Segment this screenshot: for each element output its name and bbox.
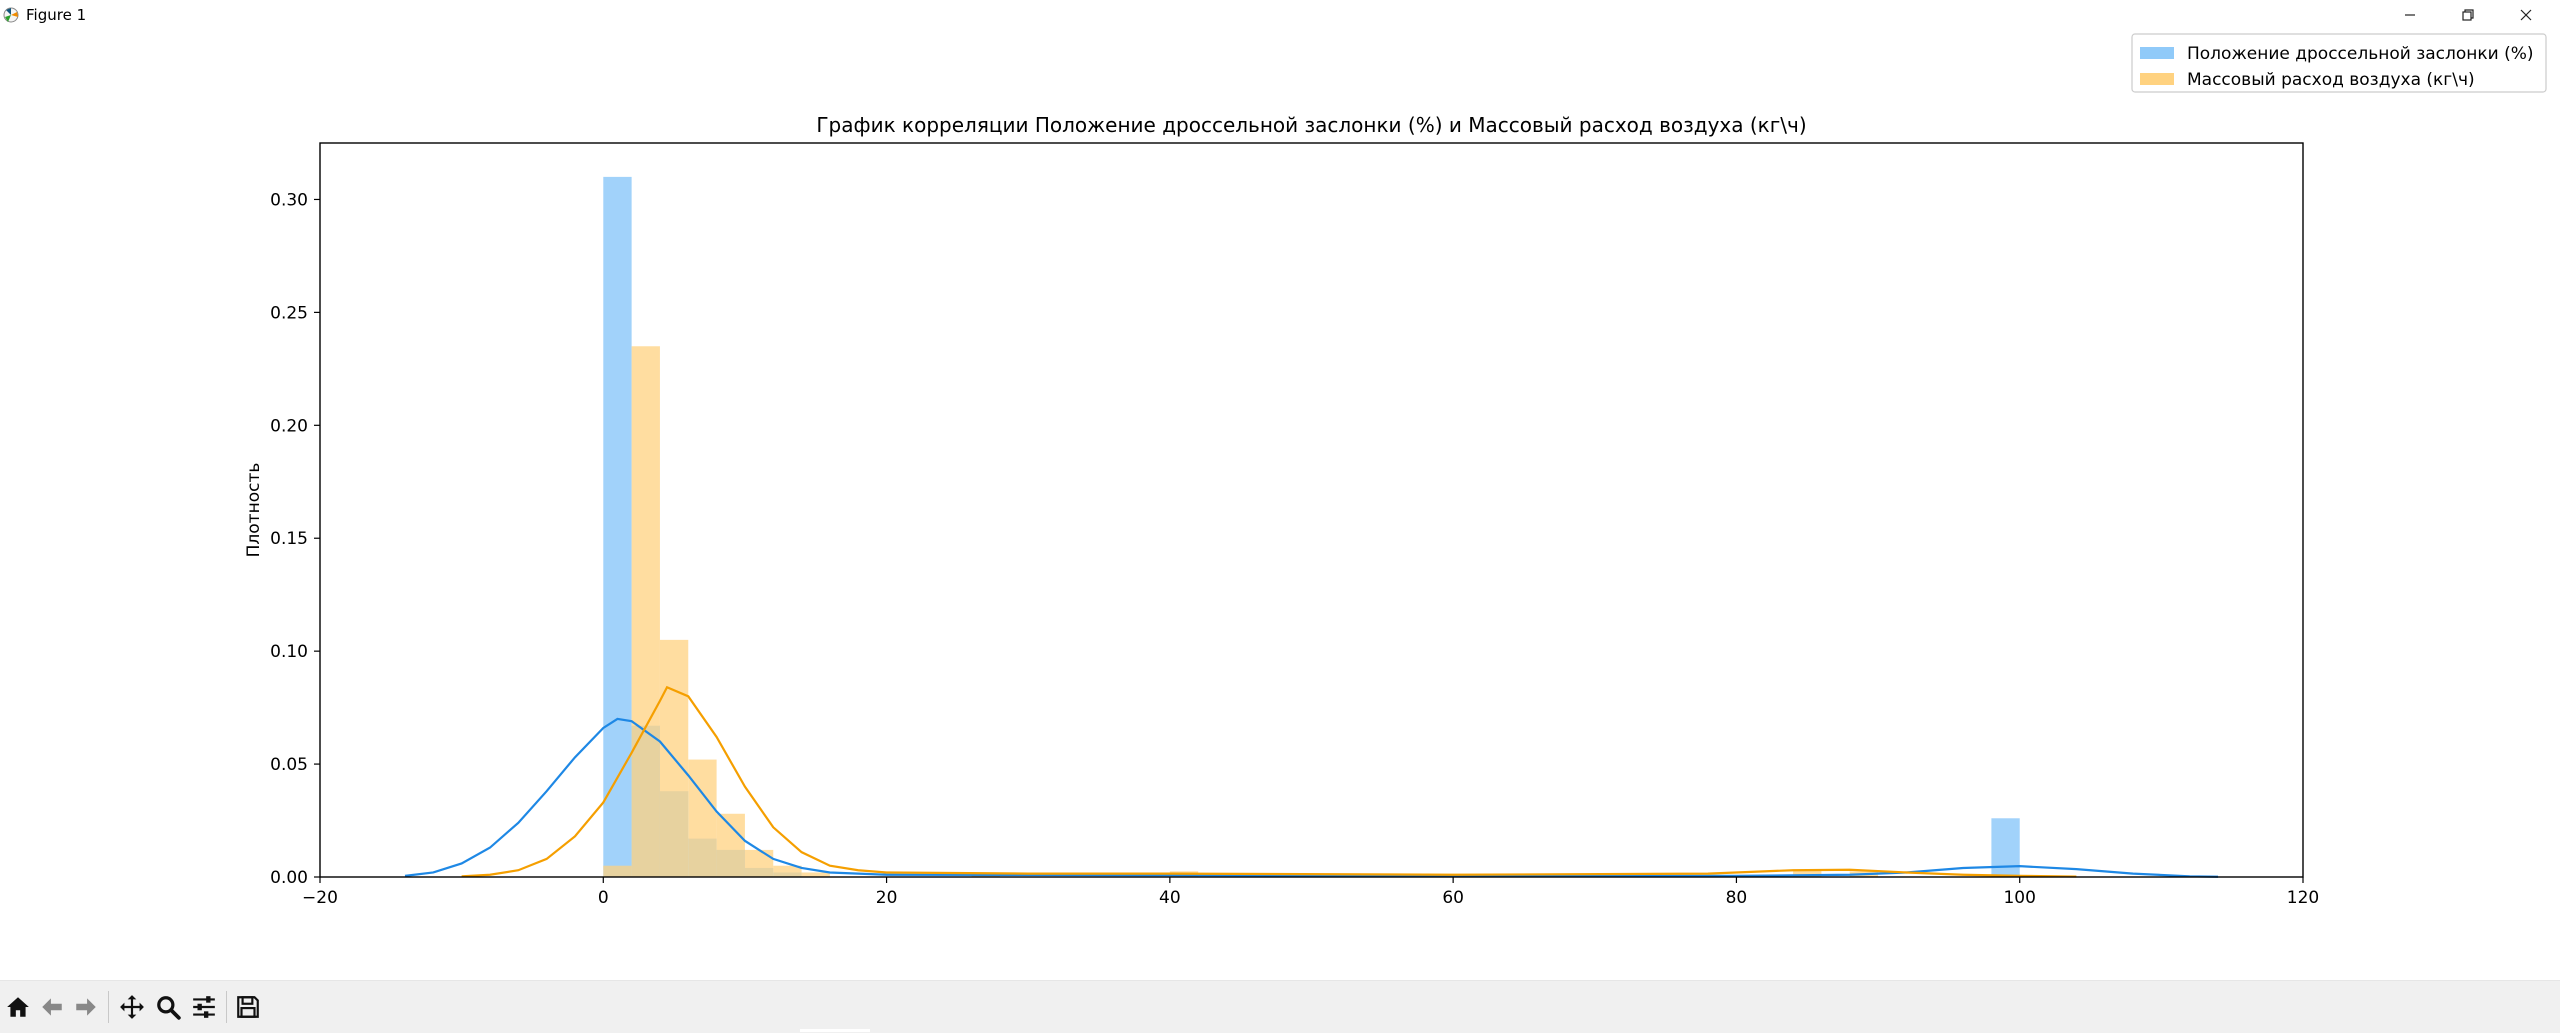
restore-icon <box>2462 9 2474 21</box>
restore-button[interactable] <box>2438 0 2498 30</box>
y-tick-label: 0.30 <box>270 190 308 210</box>
window-edge <box>800 1029 870 1032</box>
legend-label-series-1: Положение дроссельной заслонки (%) <box>2187 44 2534 64</box>
pan-button[interactable] <box>118 993 146 1021</box>
back-button[interactable] <box>38 993 66 1021</box>
save-icon <box>237 996 259 1018</box>
figure-canvas[interactable]: −20 0 20 40 60 80 100 120 0.00 0.05 0.10 0.15 0.20 0.… <box>0 30 2560 980</box>
axes-frame <box>319 142 2304 878</box>
x-tick-label: −20 <box>302 888 338 908</box>
x-tick-label: 80 <box>1726 888 1748 908</box>
y-tick-label: 0.00 <box>270 868 308 888</box>
matplotlib-app-icon <box>3 7 19 23</box>
hist-bar-series-2-bin-8 <box>801 872 830 877</box>
kde-line-series-1 <box>404 717 2219 878</box>
zoom-button[interactable] <box>154 993 182 1021</box>
y-tick-label: 0.05 <box>270 755 308 775</box>
y-axis-label: Плотность <box>244 463 264 558</box>
home-icon <box>7 997 29 1017</box>
legend-label-series-2: Массовый расход воздуха (кг\ч) <box>2187 70 2475 90</box>
toolbar-separator <box>108 991 109 1023</box>
minimize-icon <box>2405 14 2415 16</box>
toolbar-separator <box>226 991 227 1023</box>
configure-subplots-icon <box>193 996 215 1018</box>
minimize-button[interactable] <box>2380 0 2440 30</box>
hist-bar-series-2-bin-5 <box>716 813 745 877</box>
close-button[interactable] <box>2496 0 2556 30</box>
x-tick-label: 120 <box>2287 888 2319 908</box>
configure-subplots-button[interactable] <box>190 993 218 1021</box>
legend-swatch-series-2 <box>2140 73 2174 85</box>
legend-box <box>2131 33 2547 93</box>
hist-bar-series-2-bin-1 <box>603 865 632 877</box>
y-tick-label: 0.10 <box>270 642 308 662</box>
x-tick-label: 60 <box>1442 888 1464 908</box>
forward-button[interactable] <box>72 993 100 1021</box>
hist-bar-series-1-bin-1 <box>603 176 632 877</box>
hist-bar-series-2-bin-2 <box>631 346 660 877</box>
window-title: Figure 1 <box>26 6 87 24</box>
forward-arrow-icon <box>76 998 96 1016</box>
save-button[interactable] <box>234 993 262 1021</box>
hist-bar-series-2-bin-7 <box>773 865 802 877</box>
home-button[interactable] <box>4 993 32 1021</box>
navigation-toolbar <box>0 980 2560 1033</box>
x-tick-label: 100 <box>2003 888 2035 908</box>
window-titlebar: Figure 1 <box>0 0 2560 30</box>
y-tick-label: 0.25 <box>270 303 308 323</box>
pan-icon <box>120 995 144 1019</box>
hist-bar-series-2-bin-4 <box>688 759 717 877</box>
close-icon <box>2520 9 2532 21</box>
plot-svg[interactable]: −20 0 20 40 60 80 100 120 0.00 0.05 0.10 0.15 0.20 0.… <box>0 30 2560 980</box>
legend-swatch-series-1 <box>2140 47 2174 59</box>
y-tick-label: 0.20 <box>270 416 308 436</box>
y-tick-label: 0.15 <box>270 529 308 549</box>
zoom-icon <box>157 996 181 1020</box>
hist-bar-series-2-bin-6 <box>744 849 774 877</box>
back-arrow-icon <box>42 998 62 1016</box>
hist-bar-series-1-bin-8 <box>1991 818 2020 877</box>
chart-title: График корреляции Положение дроссельной … <box>816 113 1806 137</box>
hist-bar-series-2-bin-11 <box>1793 870 1822 877</box>
x-tick-label: 0 <box>598 888 609 908</box>
x-tick-label: 20 <box>876 888 898 908</box>
x-tick-label: 40 <box>1159 888 1181 908</box>
kde-line-series-2 <box>461 685 2077 878</box>
axes: −20 0 20 40 60 80 100 120 0.00 0.05 0.10 0.15 0.20 0.… <box>244 33 2547 908</box>
